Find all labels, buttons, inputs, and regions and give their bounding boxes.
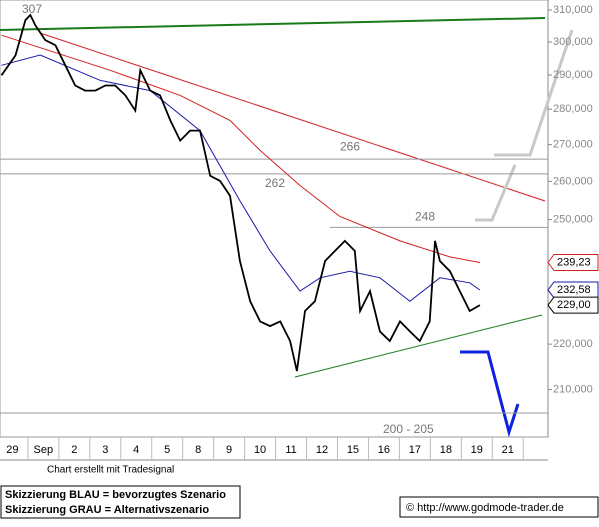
level-label: 200 - 205 [383, 422, 434, 436]
y-tick-label: 270,000 [553, 139, 593, 151]
value-tag-label: 232,58 [557, 284, 591, 296]
level-label: 262 [265, 176, 285, 190]
value-tag [547, 281, 599, 299]
x-tick-label: 18 [440, 444, 452, 456]
peak-label: 307 [22, 2, 42, 16]
y-tick-label: 260,000 [553, 175, 593, 187]
legend-text: Skizzierung GRAU = Alternativszenario [5, 504, 209, 516]
trend-line [39, 32, 546, 202]
x-tick-label: 19 [471, 444, 483, 456]
x-tick-label: 8 [195, 444, 201, 456]
scenario-blue [460, 350, 520, 438]
scenario-gray [475, 164, 517, 222]
level-label: 266 [340, 139, 360, 153]
series-line [0, 13, 481, 372]
y-tick-label: 220,000 [553, 338, 593, 350]
y-tick-label: 300,000 [553, 36, 593, 48]
plot-frame [0, 0, 549, 438]
x-tick-label: 29 [6, 444, 18, 456]
x-tick-label: 2 [71, 444, 77, 456]
x-tick-label: 5 [164, 444, 170, 456]
level-label: 248 [415, 210, 435, 224]
value-tag-label: 229,00 [557, 299, 591, 311]
series-line [1, 34, 480, 263]
x-tick-label: 12 [316, 444, 328, 456]
y-tick-label: 310,000 [553, 4, 593, 16]
x-tick-label: 17 [409, 444, 421, 456]
series-line [1, 54, 481, 302]
value-tag-label: 239,23 [557, 256, 591, 268]
x-tick-label: 16 [378, 444, 390, 456]
x-tick-label: 11 [285, 444, 296, 456]
x-tick-label: 4 [133, 444, 139, 456]
x-tick-label: 21 [502, 444, 514, 456]
x-tick-label: 9 [226, 444, 232, 456]
credit: Chart erstellt mit Tradesignal [47, 465, 174, 476]
value-tag [547, 296, 599, 314]
legend-text: Skizzierung BLAU = bevorzugtes Szenario [5, 489, 226, 501]
x-tick-label: 15 [347, 444, 359, 456]
trend-line [0, 17, 546, 31]
y-tick-label: 250,000 [553, 213, 593, 225]
legend-box [0, 485, 241, 519]
y-tick-label: 280,000 [553, 103, 593, 115]
x-tick-label: Sep [34, 444, 54, 456]
trend-line [294, 314, 543, 378]
x-tick-label: 10 [254, 444, 266, 456]
x-tick-label: 3 [102, 444, 108, 456]
scenario-gray [494, 29, 574, 157]
source: © http://www.godmode-trader.de [406, 502, 564, 514]
y-tick-label: 290,000 [553, 69, 593, 81]
source-box [399, 496, 599, 518]
value-tag [547, 253, 599, 271]
y-tick-label: 210,000 [553, 383, 593, 395]
